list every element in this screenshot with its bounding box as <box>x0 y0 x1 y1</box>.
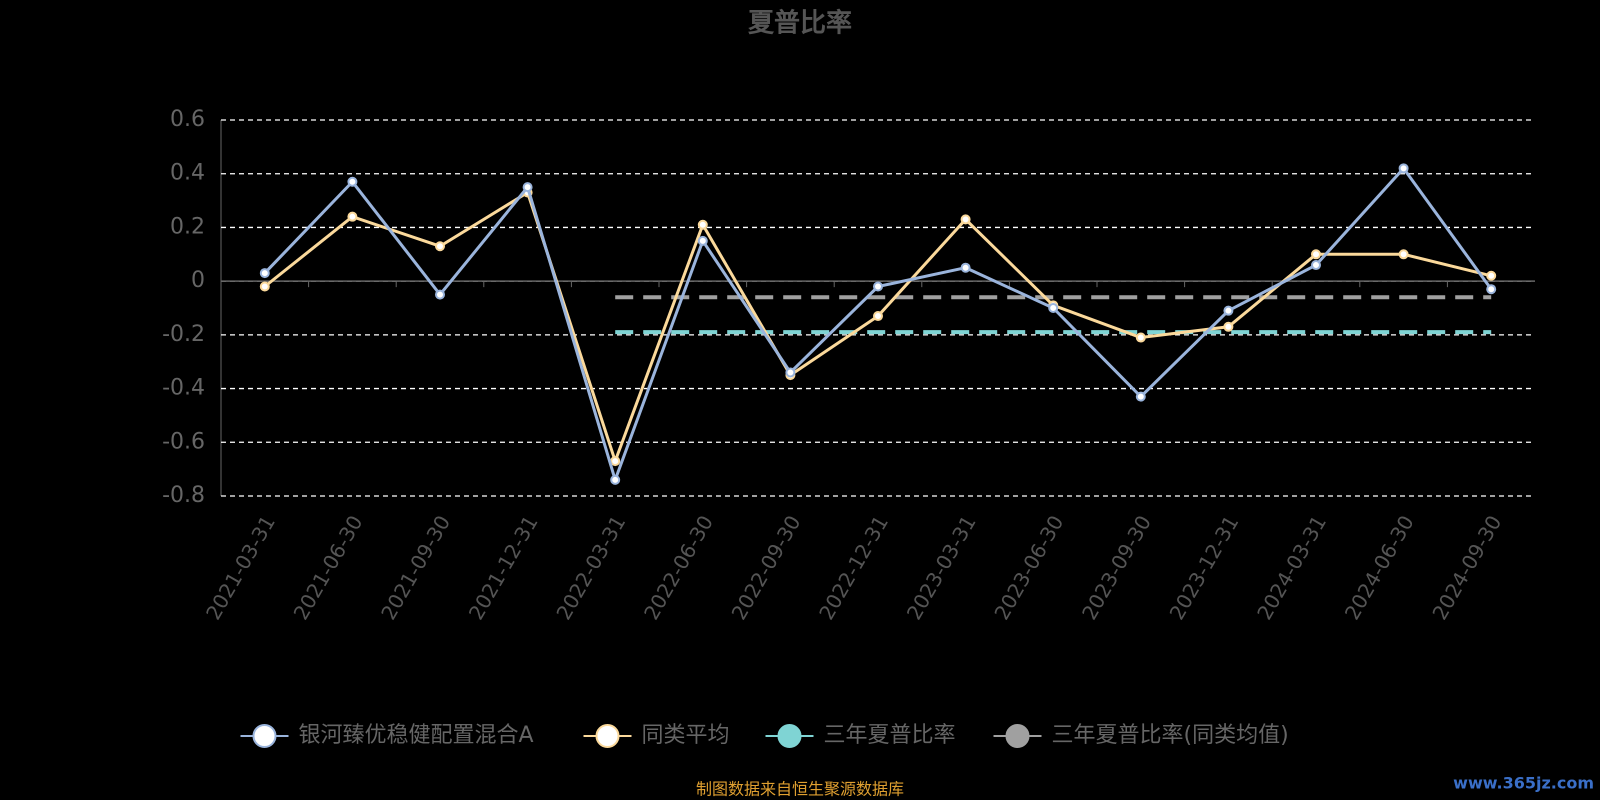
legend: 银河臻优稳健配置混合A 同类平均 三年夏普比率 三年夏普比率(同类均值) <box>240 723 1289 748</box>
data-point <box>785 367 796 378</box>
legend-label: 银河臻优稳健配置混合A <box>299 723 534 748</box>
data-point <box>873 281 883 292</box>
data-point <box>1486 284 1497 295</box>
data-point <box>610 474 621 485</box>
data-point <box>1135 391 1146 402</box>
data-point <box>435 289 445 300</box>
data-point <box>259 281 270 292</box>
y-tick-label: -0.6 <box>162 429 205 454</box>
data-point <box>1223 321 1234 332</box>
data-point <box>522 182 533 193</box>
legend-label: 三年夏普比率 <box>824 723 956 748</box>
data-point <box>259 268 270 279</box>
y-tick-label: 0.2 <box>170 214 205 239</box>
data-point <box>1048 303 1059 313</box>
y-tick-label: 0.6 <box>170 107 205 132</box>
data-point <box>1223 305 1234 316</box>
data-point <box>610 456 621 467</box>
data-point <box>1311 249 1321 260</box>
legend-marker <box>777 724 802 748</box>
y-tick-label: -0.2 <box>162 322 205 347</box>
data-point <box>960 262 971 273</box>
source-note: 制图数据来自恒生聚源数据库 <box>696 780 904 799</box>
legend-marker <box>1005 724 1030 748</box>
legend-marker <box>252 724 277 748</box>
data-point <box>1486 270 1497 281</box>
data-point <box>1311 260 1321 271</box>
legend-label: 三年夏普比率(同类均值) <box>1052 723 1289 748</box>
y-tick-label: -0.4 <box>162 376 205 401</box>
data-point <box>435 241 445 252</box>
data-point <box>697 219 708 230</box>
legend-label: 同类平均 <box>642 723 730 748</box>
watermark: www.365jz.com <box>1453 774 1594 793</box>
data-point <box>347 211 358 222</box>
data-point <box>1398 163 1409 174</box>
data-point <box>1398 249 1409 260</box>
data-point <box>347 176 358 187</box>
chart-title: 夏普比率 <box>748 8 852 39</box>
data-point <box>873 311 883 322</box>
y-tick-label: 0 <box>191 268 205 293</box>
y-tick-label: 0.4 <box>170 161 205 186</box>
data-point <box>1135 332 1146 343</box>
data-point <box>960 214 971 225</box>
legend-marker <box>595 724 620 748</box>
data-point <box>697 235 708 246</box>
y-tick-label: -0.8 <box>162 483 205 508</box>
